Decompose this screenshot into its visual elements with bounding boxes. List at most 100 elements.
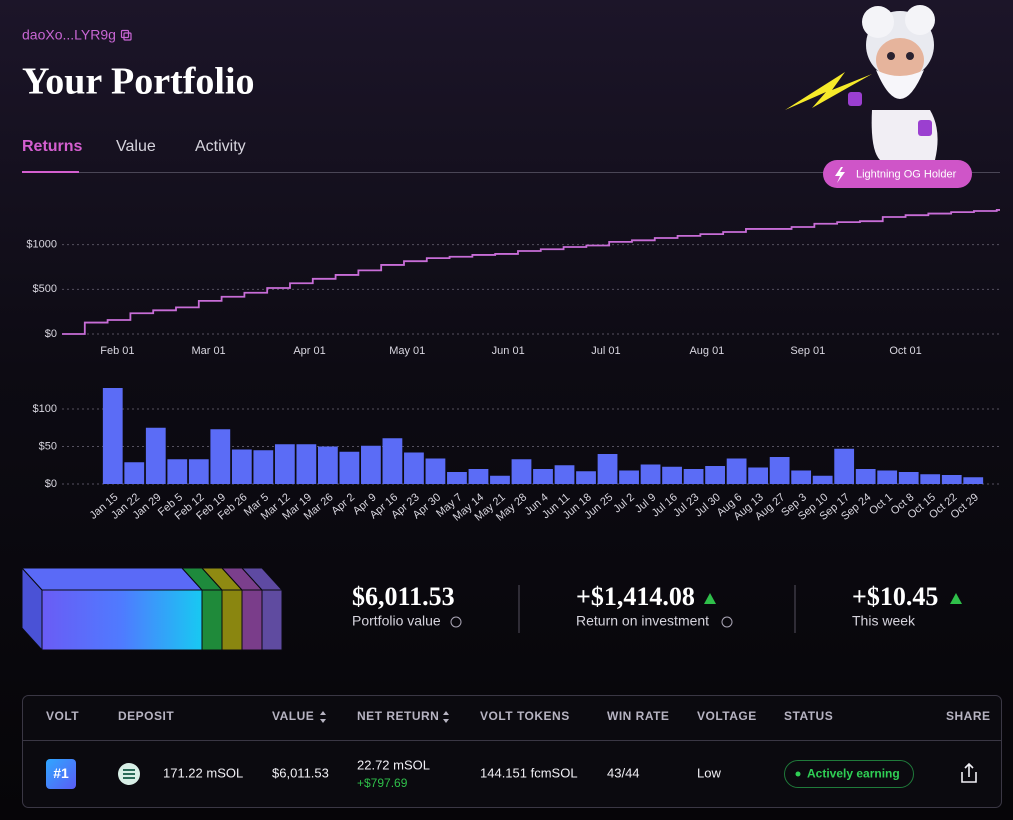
- copy-icon-front[interactable]: [123, 32, 132, 41]
- box-front-segment: [241, 589, 263, 651]
- mascot-eye: [887, 52, 895, 60]
- mascot-wristband: [848, 92, 862, 106]
- bar: [855, 469, 876, 484]
- bar: [941, 475, 962, 484]
- holder-badge: [823, 160, 972, 188]
- bar: [920, 474, 941, 484]
- return-line: [62, 209, 1000, 335]
- bar: [339, 451, 360, 484]
- x-tick-label: Oct 01: [889, 345, 921, 357]
- bar: [124, 462, 145, 484]
- mascot-beard: [876, 70, 924, 99]
- bar: [511, 459, 532, 484]
- share-arrow[interactable]: [964, 762, 974, 777]
- stat-label: Return on investment: [576, 613, 709, 629]
- bar: [748, 467, 769, 484]
- table-header: DEPOSIT: [118, 709, 174, 723]
- y-tick-label: $500: [33, 283, 57, 295]
- bar: [188, 459, 209, 484]
- info-icon[interactable]: [721, 616, 733, 628]
- bar: [404, 452, 424, 484]
- bar: [619, 470, 639, 484]
- sort-icon[interactable]: [443, 711, 449, 723]
- allocation-graphic: [20, 566, 284, 652]
- deposit: 171.22 mSOL: [163, 765, 243, 780]
- x-tick-label: Sep 01: [790, 345, 825, 357]
- bar: [274, 444, 295, 484]
- net-return-usd: +$797.69: [357, 776, 408, 790]
- bar: [662, 466, 682, 484]
- y-tick-label: $1000: [26, 239, 57, 251]
- table-header: VOLT TOKENS: [480, 709, 570, 723]
- share-tray[interactable]: [961, 772, 977, 783]
- token-icon-mark: [123, 769, 135, 779]
- mascot-face: [876, 38, 924, 82]
- bar: [812, 475, 833, 484]
- bar: [296, 444, 317, 484]
- table-header: SHARE: [946, 709, 991, 723]
- box-front-main: [41, 589, 203, 651]
- sort-icon[interactable]: [320, 711, 326, 723]
- status-pill: [784, 760, 914, 788]
- box-front-segment: [261, 589, 283, 651]
- info-icon[interactable]: [450, 616, 462, 628]
- bar: [554, 465, 575, 484]
- bar: [533, 469, 553, 484]
- up-arrow: [704, 593, 716, 604]
- bar: [145, 427, 166, 484]
- stat-value: +$10.45: [852, 582, 938, 611]
- tab-returns[interactable]: Returns: [22, 138, 83, 155]
- bar: [963, 477, 984, 484]
- box-top-main: [20, 567, 204, 591]
- x-tick-label: Jun 01: [492, 345, 525, 357]
- volt-tokens: 144.151 fcmSOL: [480, 765, 578, 780]
- box-front-segment: [201, 589, 223, 651]
- copy-icon-back[interactable]: [120, 29, 130, 39]
- badge-bolt-icon: [835, 167, 845, 183]
- stat-label: This week: [852, 613, 916, 629]
- bar: [167, 459, 188, 484]
- x-tick-label: Mar 01: [191, 345, 225, 357]
- y-tick-label: $100: [33, 403, 57, 415]
- bar: [253, 450, 274, 484]
- bar: [726, 458, 747, 484]
- x-tick-label: May 01: [389, 345, 425, 357]
- bar: [597, 454, 618, 484]
- net-return: 22.72 mSOL: [357, 757, 430, 772]
- tab-value[interactable]: Value: [116, 138, 156, 155]
- up-arrow: [950, 593, 962, 604]
- mascot-hair-tuft: [905, 5, 935, 35]
- volt-badge: [46, 759, 76, 789]
- mascot-eye: [906, 52, 914, 60]
- lightning-bolt: [785, 72, 872, 110]
- bar: [576, 471, 596, 484]
- value: $6,011.53: [272, 765, 329, 780]
- bar: [210, 429, 231, 484]
- bar: [102, 388, 123, 484]
- bar: [447, 472, 467, 484]
- share-button[interactable]: [961, 762, 977, 783]
- copy-icon[interactable]: [120, 29, 132, 41]
- table-header: VOLTAGE: [697, 709, 757, 723]
- mascot-wristband: [918, 120, 932, 136]
- mascot: [785, 5, 938, 160]
- bar: [361, 445, 381, 484]
- bar: [769, 457, 790, 484]
- status-dot: [795, 771, 801, 777]
- wallet-address: daoXo...LYR9g: [22, 27, 116, 43]
- stat-value: $6,011.53: [352, 582, 455, 611]
- bar: [834, 448, 855, 484]
- x-tick-label: Aug 01: [689, 345, 724, 357]
- page-title: Your Portfolio: [22, 61, 255, 103]
- table-header[interactable]: NET RETURN: [357, 709, 439, 723]
- bar: [425, 458, 446, 484]
- stat-value: +$1,414.08: [576, 582, 695, 611]
- voltage: Low: [697, 765, 721, 780]
- tab-activity[interactable]: Activity: [195, 138, 246, 155]
- table-header[interactable]: VALUE: [272, 709, 314, 723]
- bar: [640, 464, 661, 484]
- y-tick-label: $0: [45, 328, 57, 340]
- y-tick-label: $0: [45, 478, 57, 490]
- bar: [898, 472, 919, 484]
